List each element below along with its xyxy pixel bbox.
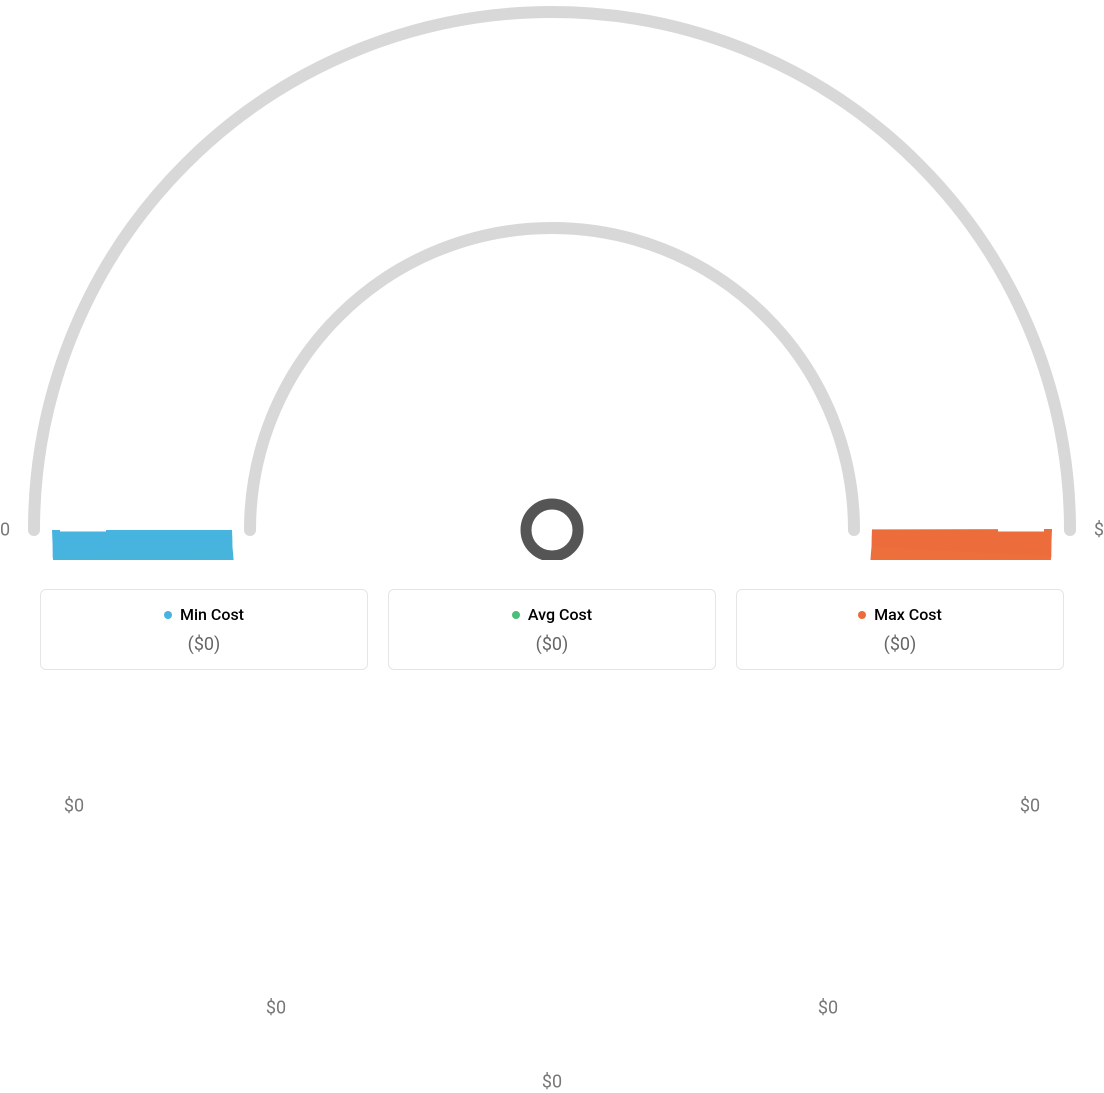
scale-label-0: $0 [0, 520, 10, 541]
scale-label-1: $0 [64, 796, 84, 817]
scale-label-3: $0 [542, 1072, 562, 1093]
legend-label-max: Max Cost [858, 605, 942, 624]
scale-label-6: $0 [1094, 520, 1104, 541]
scale-label-4: $0 [818, 998, 838, 1019]
legend-card-max: Max Cost ($0) [736, 589, 1064, 671]
legend-row: Min Cost ($0) Avg Cost ($0) Max Cost ($0… [40, 589, 1064, 671]
legend-value-avg: ($0) [389, 634, 715, 655]
legend-dot-min [164, 611, 172, 619]
legend-value-max: ($0) [737, 634, 1063, 655]
legend-text-avg: Avg Cost [528, 605, 592, 624]
scale-label-2: $0 [266, 998, 286, 1019]
cost-gauge-widget: $0$0$0$0$0$0$0 Min Cost ($0) Avg Cost ($… [0, 0, 1104, 690]
legend-card-avg: Avg Cost ($0) [388, 589, 716, 671]
legend-card-min: Min Cost ($0) [40, 589, 368, 671]
legend-dot-avg [512, 611, 520, 619]
scale-label-5: $0 [1020, 796, 1040, 817]
gauge-chart [0, 0, 1104, 560]
legend-text-max: Max Cost [874, 605, 942, 624]
legend-text-min: Min Cost [180, 605, 244, 624]
gauge-svg [0, 0, 1104, 560]
legend-label-avg: Avg Cost [512, 605, 592, 624]
legend-label-min: Min Cost [164, 605, 244, 624]
legend-dot-max [858, 611, 866, 619]
legend-value-min: ($0) [41, 634, 367, 655]
